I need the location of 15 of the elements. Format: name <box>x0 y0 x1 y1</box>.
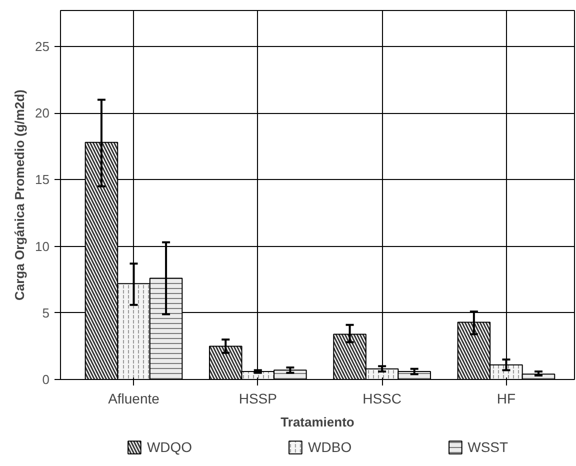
legend-label: WDBO <box>308 439 352 455</box>
legend-label: WSST <box>468 439 508 455</box>
y-tick-label: 15 <box>35 172 50 188</box>
y-tick-label: 10 <box>35 238 50 254</box>
y-tick-label: 0 <box>42 372 50 387</box>
x-tick-label: HF <box>496 390 516 406</box>
y-tick-label: 25 <box>35 38 50 54</box>
x-tick-label: Afluente <box>108 390 160 406</box>
y-tick-label: 20 <box>35 106 50 121</box>
x-tick-label: HSSP <box>238 390 277 406</box>
y-axis-title: Carga Orgánica Promedio (g/m2d) <box>12 90 28 300</box>
x-axis-title: Tratamiento <box>280 414 354 430</box>
x-tick-label: HSSC <box>362 390 402 406</box>
legend-label: WDQO <box>146 439 192 455</box>
y-tick-label: 5 <box>42 305 50 320</box>
